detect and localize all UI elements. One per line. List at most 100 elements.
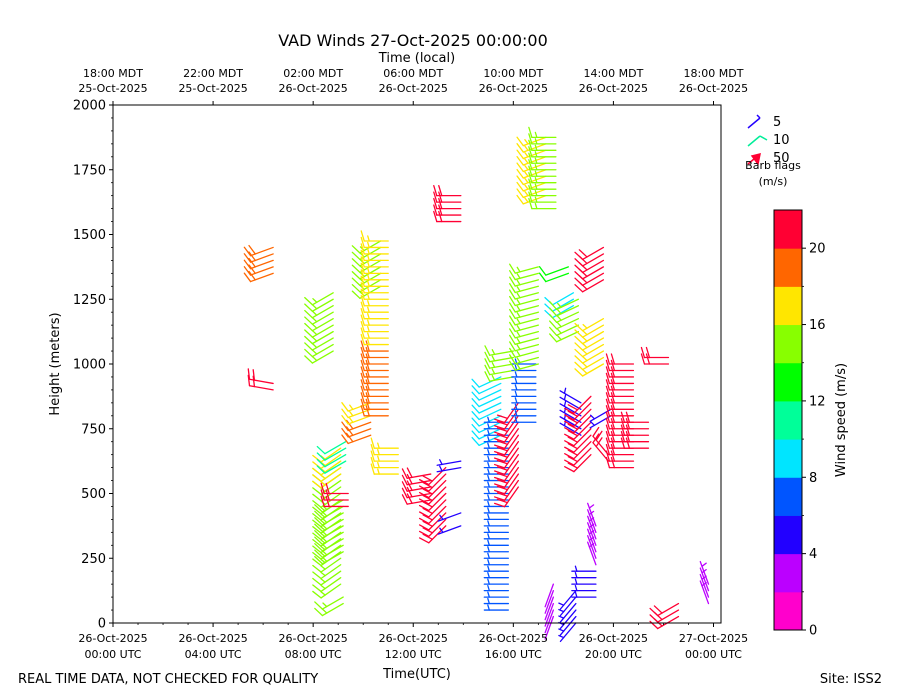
wind-barb bbox=[509, 347, 539, 358]
wind-barb bbox=[360, 340, 389, 352]
barb-half-feather bbox=[582, 343, 588, 349]
barb-half-feather bbox=[574, 565, 578, 572]
barb-staff bbox=[581, 343, 605, 358]
barb-staff bbox=[321, 538, 344, 552]
barb-half-feather bbox=[487, 578, 490, 585]
barb-half-feather bbox=[557, 322, 562, 328]
barb-full-feather bbox=[574, 322, 584, 332]
wind-barb bbox=[370, 450, 399, 462]
wind-barb bbox=[509, 270, 539, 281]
barb-half-feather bbox=[487, 513, 490, 521]
wind-barb bbox=[511, 377, 537, 385]
barb-full-feather bbox=[567, 436, 579, 443]
colorbar-tick-label: 20 bbox=[809, 242, 826, 257]
barb-staff bbox=[503, 428, 519, 450]
wind-barb bbox=[360, 243, 389, 255]
wind-barb bbox=[304, 305, 334, 319]
wind-barb bbox=[483, 591, 509, 598]
barb-half-feather bbox=[516, 266, 521, 273]
barb-staff bbox=[559, 622, 577, 643]
wind-barb bbox=[559, 387, 582, 404]
barb-full-feather bbox=[341, 427, 349, 438]
barb-full-feather bbox=[422, 514, 433, 521]
barb-staff bbox=[489, 356, 514, 363]
barb-half-feather bbox=[524, 139, 529, 145]
wind-barb bbox=[511, 416, 537, 423]
wind-barb bbox=[571, 584, 597, 592]
barb-half-feather bbox=[563, 387, 567, 395]
barb-full-feather bbox=[605, 353, 611, 365]
barb-staff bbox=[581, 330, 605, 345]
x-tick-label-time: 00:00 UTC bbox=[685, 648, 742, 661]
wind-barb bbox=[360, 275, 389, 287]
barb-staff bbox=[503, 479, 519, 501]
barb-staff bbox=[489, 369, 514, 376]
wind-barb bbox=[314, 512, 344, 526]
barb-half-feather bbox=[524, 184, 529, 190]
barb-staff bbox=[587, 515, 597, 540]
colorbar-segment bbox=[774, 324, 802, 364]
barb-full-feather bbox=[360, 398, 365, 410]
wind-barb bbox=[605, 385, 635, 398]
barb-half-feather bbox=[439, 514, 444, 521]
barb-staff bbox=[324, 460, 347, 474]
wind-barb bbox=[528, 159, 557, 171]
wind-barb bbox=[401, 486, 432, 499]
wind-barb bbox=[312, 583, 342, 599]
x-tick-label-date: 26-Oct-2025 bbox=[178, 632, 247, 645]
barb-full-feather bbox=[605, 424, 611, 436]
barb-full-feather bbox=[516, 155, 524, 166]
barb-full-feather bbox=[605, 418, 611, 430]
colorbar-segment bbox=[774, 591, 802, 631]
colorbar-segment bbox=[774, 400, 802, 440]
barb-half-feather bbox=[349, 417, 354, 423]
barb-half-feather bbox=[367, 254, 370, 262]
barb-staff bbox=[311, 298, 334, 312]
barb-full-feather bbox=[567, 456, 579, 463]
barb-full-feather bbox=[304, 309, 314, 319]
barb-staff bbox=[559, 596, 577, 617]
barb-full-feather bbox=[316, 458, 326, 468]
barb-full-feather bbox=[365, 346, 370, 359]
y-tick-label: 1250 bbox=[73, 293, 106, 308]
wind-barb bbox=[360, 359, 389, 372]
barb-staff bbox=[657, 602, 680, 617]
barb-half-feather bbox=[516, 324, 521, 331]
wind-barb bbox=[418, 505, 447, 525]
barb-half-feather bbox=[514, 384, 518, 391]
barb-full-feather bbox=[494, 463, 506, 469]
legend-title-line2: (m/s) bbox=[759, 175, 788, 188]
barb-staff bbox=[311, 330, 334, 345]
barb-staff bbox=[522, 162, 547, 173]
barb-staff bbox=[573, 434, 592, 453]
barb-full-feather bbox=[610, 418, 616, 430]
barb-full-feather bbox=[610, 456, 616, 469]
barb-half-feather bbox=[367, 293, 370, 300]
barb-half-feather bbox=[367, 248, 370, 255]
barb-full-feather bbox=[422, 481, 433, 489]
wind-barb bbox=[304, 324, 334, 338]
wind-barb bbox=[605, 366, 635, 378]
barb-full-feather bbox=[406, 480, 413, 491]
top-tick-label-date: 25-Oct-2025 bbox=[178, 82, 247, 95]
barb-full-feather bbox=[360, 275, 365, 287]
barb-full-feather bbox=[365, 405, 370, 417]
colorbar-tick-label: 8 bbox=[809, 471, 817, 486]
barb-half-feather bbox=[514, 403, 518, 410]
barb-half-feather bbox=[312, 310, 318, 316]
barb-half-feather bbox=[312, 304, 318, 310]
barb-full-feather bbox=[314, 543, 324, 552]
barb-full-feather bbox=[320, 489, 325, 501]
wind-barb bbox=[516, 149, 547, 160]
barb-half-feather bbox=[312, 330, 318, 336]
barb-full-feather bbox=[567, 417, 579, 424]
barb-full-feather bbox=[595, 437, 603, 448]
wind-barb bbox=[571, 565, 597, 572]
barb-full-feather bbox=[304, 322, 314, 332]
barb-full-feather bbox=[252, 369, 256, 381]
barb-full-feather bbox=[494, 476, 506, 482]
barb-full-feather bbox=[509, 295, 516, 307]
barb-staff bbox=[478, 402, 502, 414]
wind-barb bbox=[247, 368, 274, 385]
barb-staff bbox=[478, 415, 502, 427]
